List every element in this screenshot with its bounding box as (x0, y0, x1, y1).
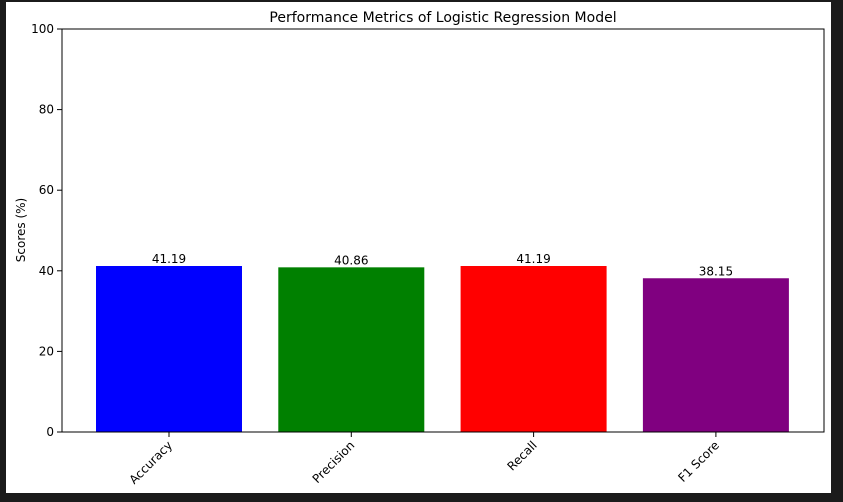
y-axis-label: Scores (%) (14, 198, 28, 262)
bar-value-label: 41.19 (152, 252, 186, 266)
bar-value-label: 41.19 (516, 252, 550, 266)
bar-accuracy (96, 266, 242, 432)
y-axis-ticks: 0 20 40 60 80 100 (31, 22, 62, 439)
bar-value-label: 38.15 (699, 264, 733, 278)
y-tick-label: 100 (31, 22, 54, 36)
y-tick-label: 60 (39, 183, 54, 197)
y-tick-label: 40 (39, 264, 54, 278)
bar-series (96, 266, 789, 432)
bar-f1-score (642, 278, 789, 432)
plot-area-frame (61, 28, 825, 433)
y-tick-label: 20 (39, 344, 54, 358)
y-tick-label: 80 (39, 103, 54, 117)
bar-value-label: 40.86 (334, 253, 368, 267)
bar-recall (460, 266, 607, 432)
y-tick-label: 0 (46, 425, 54, 439)
bar-precision (278, 267, 425, 432)
chart-title: Performance Metrics of Logistic Regressi… (269, 10, 616, 26)
data-labels: 41.19 40.86 41.19 38.15 (152, 252, 733, 278)
